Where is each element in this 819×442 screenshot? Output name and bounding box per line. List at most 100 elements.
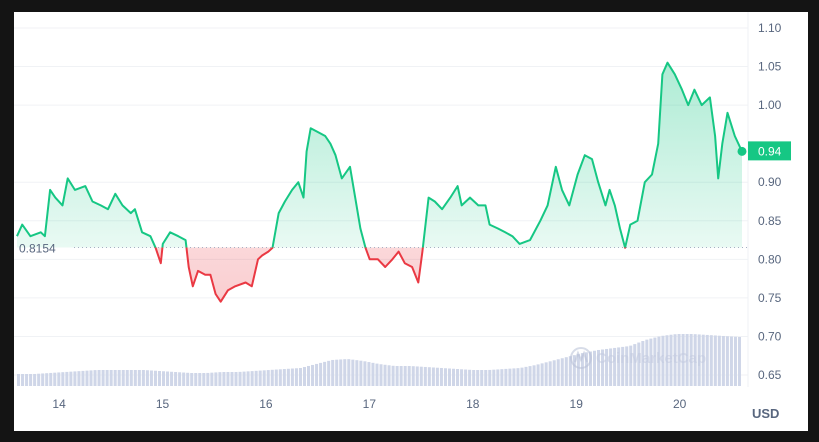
- volume-bar: [584, 352, 588, 386]
- volume-bar: [121, 370, 125, 386]
- volume-bar: [182, 372, 186, 386]
- volume-bar: [246, 371, 250, 386]
- volume-bar: [298, 368, 302, 386]
- volume-bar: [568, 356, 572, 386]
- volume-bar: [17, 374, 21, 386]
- volume-bar: [117, 370, 121, 386]
- volume-bar: [286, 368, 290, 386]
- volume-bar: [194, 373, 198, 386]
- volume-bar: [97, 370, 101, 386]
- x-tick-label: 16: [259, 397, 273, 411]
- volume-bar: [137, 370, 141, 386]
- volume-bar: [355, 360, 359, 386]
- volume-bar: [222, 372, 226, 386]
- current-price-dot: [737, 146, 747, 156]
- volume-bar: [484, 370, 488, 386]
- volume-bar: [49, 372, 53, 386]
- volume-bar: [572, 355, 576, 386]
- volume-bar: [315, 363, 319, 386]
- volume-bar: [625, 346, 629, 386]
- volume-bar: [588, 351, 592, 386]
- volume-bar: [290, 368, 294, 386]
- y-tick-label: 1.05: [758, 60, 782, 74]
- volume-bar: [500, 369, 504, 386]
- volume-bar: [375, 363, 379, 386]
- volume-bar: [464, 369, 468, 386]
- volume-bar: [141, 370, 145, 386]
- volume-bar: [85, 370, 89, 386]
- volume-bar: [387, 365, 391, 386]
- x-axis: 14 15 16 17 18 19 20: [52, 397, 686, 411]
- volume-bar: [226, 372, 230, 386]
- watermark-text: CoinMarketCap: [596, 350, 706, 367]
- volume-bar: [492, 369, 496, 386]
- volume-bar: [57, 372, 61, 386]
- volume-bar: [282, 369, 286, 386]
- volume-bar: [524, 366, 528, 386]
- volume-bar: [729, 336, 733, 386]
- volume-bar: [73, 371, 77, 386]
- y-tick-label: 1.00: [758, 98, 782, 112]
- volume-bar: [415, 366, 419, 386]
- volume-bar: [399, 366, 403, 386]
- volume-bar: [532, 365, 536, 386]
- volume-bar: [435, 367, 439, 386]
- y-tick-label: 0.80: [758, 252, 782, 266]
- volume-bar: [262, 370, 266, 386]
- volume-bar: [649, 338, 653, 386]
- baseline-label: 0.8154: [19, 241, 56, 255]
- volume-bar: [190, 373, 194, 386]
- volume-bar: [153, 370, 157, 386]
- volume-bar: [198, 373, 202, 386]
- volume-bar: [242, 371, 246, 386]
- volume-bar: [536, 364, 540, 386]
- volume-bar: [488, 369, 492, 386]
- y-axis: 1.10 1.05 1.00 0.90 0.85 0.80 0.75 0.70 0.65: [758, 21, 782, 382]
- volume-bar: [516, 368, 520, 386]
- volume-bar: [186, 372, 190, 386]
- volume-bar: [238, 371, 242, 386]
- volume-bar: [423, 366, 427, 386]
- volume-bar: [621, 346, 625, 386]
- currency-label: USD: [752, 406, 779, 421]
- volume-bar: [351, 359, 355, 386]
- volume-bar: [508, 368, 512, 386]
- volume-bar: [33, 373, 37, 386]
- volume-bar: [468, 369, 472, 386]
- volume-bar: [419, 366, 423, 386]
- volume-bar: [681, 334, 685, 386]
- y-tick-label: 0.70: [758, 329, 782, 343]
- volume-bar: [601, 349, 605, 386]
- volume-bar: [528, 366, 532, 386]
- volume-bar: [206, 372, 210, 386]
- y-tick-label: 0.75: [758, 291, 782, 305]
- price-chart[interactable]: CoinMarketCap 0.8154 1.10 1.05 1.00 0.90 0.8…: [14, 12, 808, 431]
- volume-bar: [395, 366, 399, 386]
- volume-bar: [274, 369, 278, 386]
- volume-bar: [411, 366, 415, 386]
- volume-bar: [504, 368, 508, 386]
- volume-bar: [61, 372, 65, 386]
- volume-bar: [552, 360, 556, 386]
- volume-bar: [697, 334, 701, 386]
- volume-bar: [721, 335, 725, 386]
- volume-bar: [725, 336, 729, 386]
- volume-bar: [629, 345, 633, 386]
- volume-bar: [81, 370, 85, 386]
- volume-bar: [407, 366, 411, 386]
- x-tick-label: 17: [363, 397, 377, 411]
- volume-bar: [210, 372, 214, 386]
- volume-bar: [653, 337, 657, 386]
- volume-bar: [93, 370, 97, 386]
- volume-bar: [327, 360, 331, 386]
- volume-bar: [335, 359, 339, 386]
- volume-bar: [307, 365, 311, 386]
- volume-bar: [77, 371, 81, 386]
- volume-bar: [460, 369, 464, 386]
- y-tick-label: 0.65: [758, 368, 782, 382]
- volume-bar: [693, 334, 697, 386]
- price-area-up: [17, 62, 742, 248]
- volume-bar: [540, 363, 544, 386]
- volume-bar: [230, 372, 234, 386]
- volume-bar: [29, 374, 33, 386]
